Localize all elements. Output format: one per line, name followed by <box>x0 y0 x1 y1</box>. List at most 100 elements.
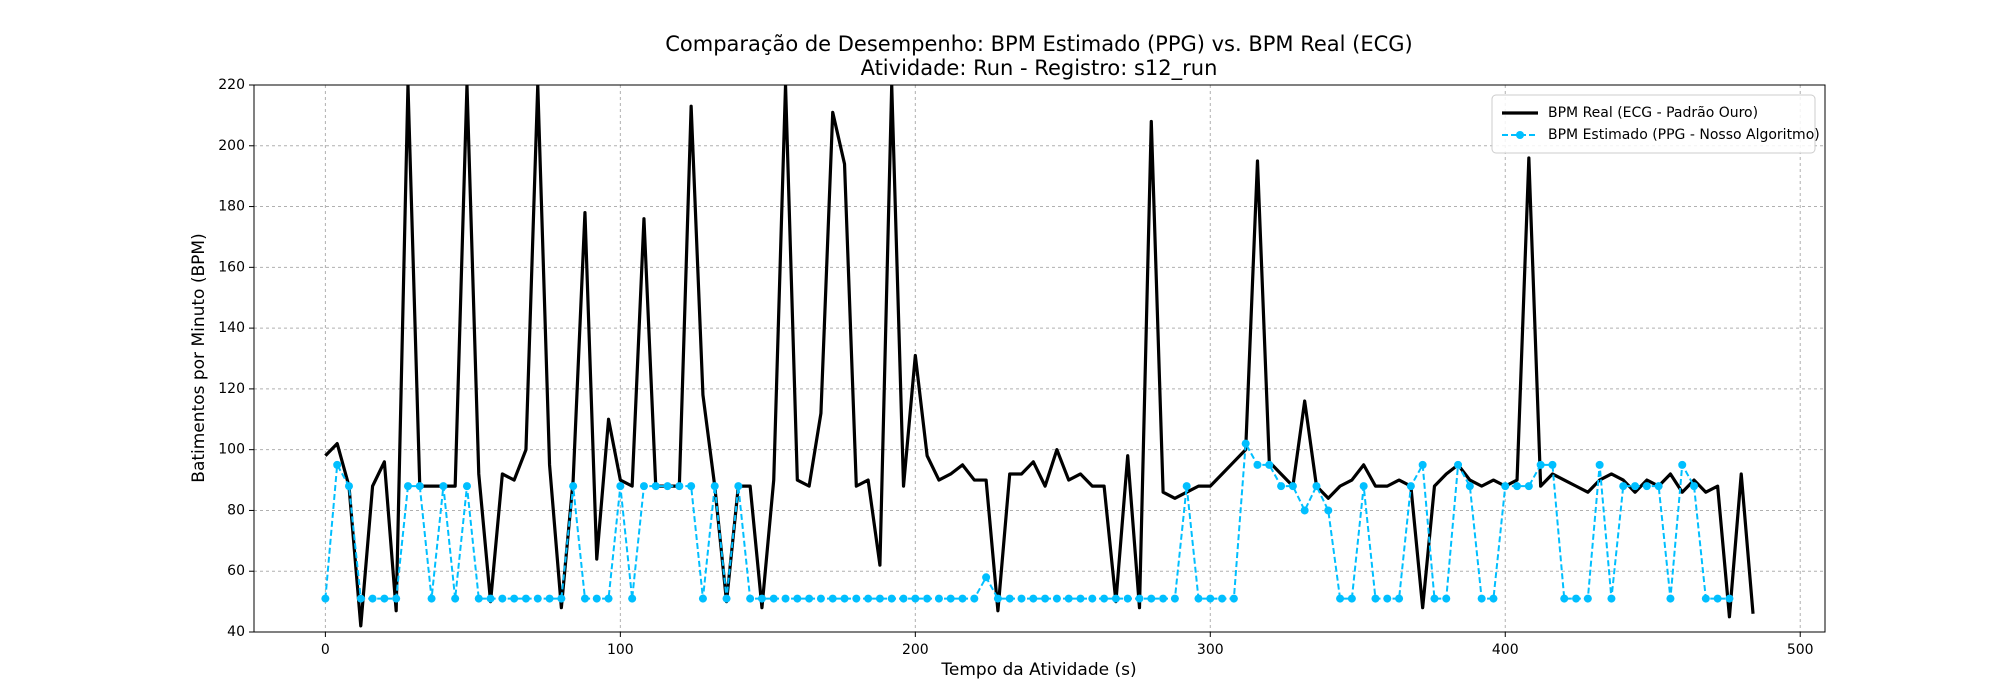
series-marker <box>757 594 766 603</box>
series-marker <box>344 482 353 491</box>
series-marker <box>970 594 979 603</box>
series-marker <box>1288 482 1297 491</box>
series-marker <box>1052 594 1061 603</box>
series-marker <box>616 482 625 491</box>
series-marker <box>887 594 896 603</box>
series-marker <box>899 594 908 603</box>
series-marker <box>852 594 861 603</box>
series-marker <box>982 573 991 582</box>
series-marker <box>1619 482 1628 491</box>
x-tick-label: 0 <box>321 642 330 658</box>
chart-subtitle: Atividade: Run - Registro: s12_run <box>861 56 1218 81</box>
series-marker <box>1147 594 1156 603</box>
series-marker <box>1206 594 1215 603</box>
series-marker <box>1111 594 1120 603</box>
y-tick-label: 220 <box>218 77 245 93</box>
series-marker <box>958 594 967 603</box>
series-marker <box>875 594 884 603</box>
series-marker <box>1572 594 1581 603</box>
series-marker <box>1100 594 1109 603</box>
series-marker <box>1465 482 1474 491</box>
series-marker <box>1454 460 1463 469</box>
y-tick-label: 140 <box>218 320 245 336</box>
y-tick-label: 200 <box>218 138 245 154</box>
series-marker <box>1076 594 1085 603</box>
series-marker <box>1005 594 1014 603</box>
series-marker <box>1359 482 1368 491</box>
legend-marker <box>1516 131 1524 139</box>
x-tick-label: 500 <box>1787 642 1814 658</box>
series-marker <box>1253 460 1262 469</box>
series-marker <box>1123 594 1132 603</box>
series-marker <box>321 594 330 603</box>
series-marker <box>1170 594 1179 603</box>
series-marker <box>816 594 825 603</box>
series-marker <box>1524 482 1533 491</box>
series-marker <box>1501 482 1510 491</box>
y-tick-label: 40 <box>227 624 245 640</box>
series-marker <box>415 482 424 491</box>
y-axis-label: Batimentos por Minuto (BPM) <box>189 233 209 482</box>
series-marker <box>805 594 814 603</box>
series-marker <box>1642 482 1651 491</box>
series-marker <box>946 594 955 603</box>
chart-title: Comparação de Desempenho: BPM Estimado (… <box>665 32 1413 56</box>
series-marker <box>1300 506 1309 515</box>
series-marker <box>1489 594 1498 603</box>
series-marker <box>864 594 873 603</box>
series-marker <box>1371 594 1380 603</box>
series-marker <box>663 482 672 491</box>
series-marker <box>1690 482 1699 491</box>
series-marker <box>675 482 684 491</box>
series-marker <box>439 482 448 491</box>
series-marker <box>1064 594 1073 603</box>
series-marker <box>1595 460 1604 469</box>
series-marker <box>1229 594 1238 603</box>
series-marker <box>1277 482 1286 491</box>
series-marker <box>333 460 342 469</box>
series-marker <box>923 594 932 603</box>
series-marker <box>1194 594 1203 603</box>
series-marker <box>1324 506 1333 515</box>
x-tick-label: 300 <box>1197 642 1224 658</box>
series-marker <box>934 594 943 603</box>
series-marker <box>1336 594 1345 603</box>
series-marker <box>1631 482 1640 491</box>
x-axis-label: Tempo da Atividade (s) <box>940 660 1136 680</box>
series-marker <box>781 594 790 603</box>
series-marker <box>1560 594 1569 603</box>
series-marker <box>533 594 542 603</box>
series-marker <box>380 594 389 603</box>
series-marker <box>993 594 1002 603</box>
y-tick-label: 100 <box>218 442 245 458</box>
series-marker <box>911 594 920 603</box>
y-tick-label: 180 <box>218 199 245 215</box>
series-marker <box>1477 594 1486 603</box>
legend-box <box>1491 94 1816 154</box>
series-marker <box>474 594 483 603</box>
series-marker <box>486 594 495 603</box>
series-marker <box>1312 482 1321 491</box>
series-marker <box>1182 482 1191 491</box>
series-marker <box>1241 439 1250 448</box>
y-tick-label: 160 <box>218 259 245 275</box>
series-marker <box>1430 594 1439 603</box>
series-marker <box>462 482 471 491</box>
series-marker <box>1513 482 1522 491</box>
series-marker <box>1029 594 1038 603</box>
x-tick-label: 200 <box>902 642 929 658</box>
series-marker <box>651 482 660 491</box>
series-marker <box>368 594 377 603</box>
series-marker <box>557 594 566 603</box>
series-marker <box>1088 594 1097 603</box>
x-tick-label: 100 <box>607 642 634 658</box>
series-marker <box>521 594 530 603</box>
series-marker <box>1265 460 1274 469</box>
series-marker <box>1678 460 1687 469</box>
plot-frame <box>253 84 1826 633</box>
series-line <box>324 442 1730 600</box>
series-marker <box>604 594 613 603</box>
series-marker <box>1701 594 1710 603</box>
series-marker <box>1347 594 1356 603</box>
